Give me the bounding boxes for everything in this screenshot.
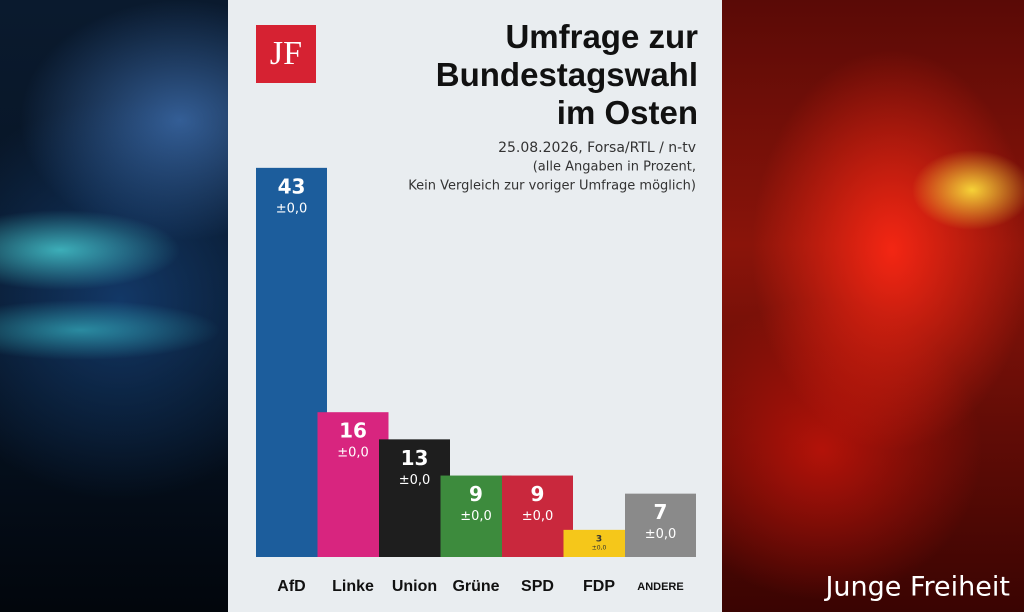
background-right bbox=[722, 0, 1024, 612]
bar bbox=[440, 475, 512, 557]
value-label: 13 bbox=[401, 446, 429, 470]
brand: Junge Freiheit bbox=[823, 572, 1010, 603]
value-label: 43 bbox=[278, 174, 306, 198]
note: Kein Vergleich zur voriger Umfrage mögli… bbox=[408, 179, 696, 194]
logo: JF bbox=[256, 25, 316, 83]
background-left bbox=[0, 0, 228, 612]
bar bbox=[625, 493, 696, 557]
x-tick-label: SPD bbox=[521, 578, 554, 595]
change-label: ±0,0 bbox=[592, 544, 607, 551]
bar bbox=[256, 167, 327, 557]
change-label: ±0,0 bbox=[645, 527, 677, 542]
note: (alle Angaben in Prozent, bbox=[533, 160, 696, 175]
x-tick-label: Grüne bbox=[452, 578, 499, 595]
x-tick-label: Union bbox=[392, 578, 437, 595]
bar bbox=[502, 475, 573, 557]
bar bbox=[563, 529, 635, 557]
subtitle: 25.08.2026, Forsa/RTL / n-tv bbox=[498, 140, 696, 156]
value-label: 9 bbox=[469, 482, 483, 506]
x-tick-label: FDP bbox=[583, 578, 615, 595]
change-label: ±0,0 bbox=[399, 473, 431, 488]
value-label: 7 bbox=[654, 500, 668, 524]
value-label: 3 bbox=[596, 534, 602, 544]
change-label: ±0,0 bbox=[276, 201, 308, 216]
change-label: ±0,0 bbox=[460, 509, 492, 524]
bar bbox=[379, 439, 450, 557]
value-label: 9 bbox=[531, 482, 545, 506]
x-tick-label: ANDERE bbox=[637, 581, 683, 593]
change-label: ±0,0 bbox=[337, 446, 369, 461]
x-tick-label: Linke bbox=[332, 578, 374, 595]
value-label: 16 bbox=[339, 419, 367, 443]
change-label: ±0,0 bbox=[522, 509, 554, 524]
x-tick-label: AfD bbox=[277, 578, 305, 595]
chart-title: Umfrage zur Bundestagswahl im Osten bbox=[435, 18, 698, 131]
bar bbox=[317, 412, 389, 557]
